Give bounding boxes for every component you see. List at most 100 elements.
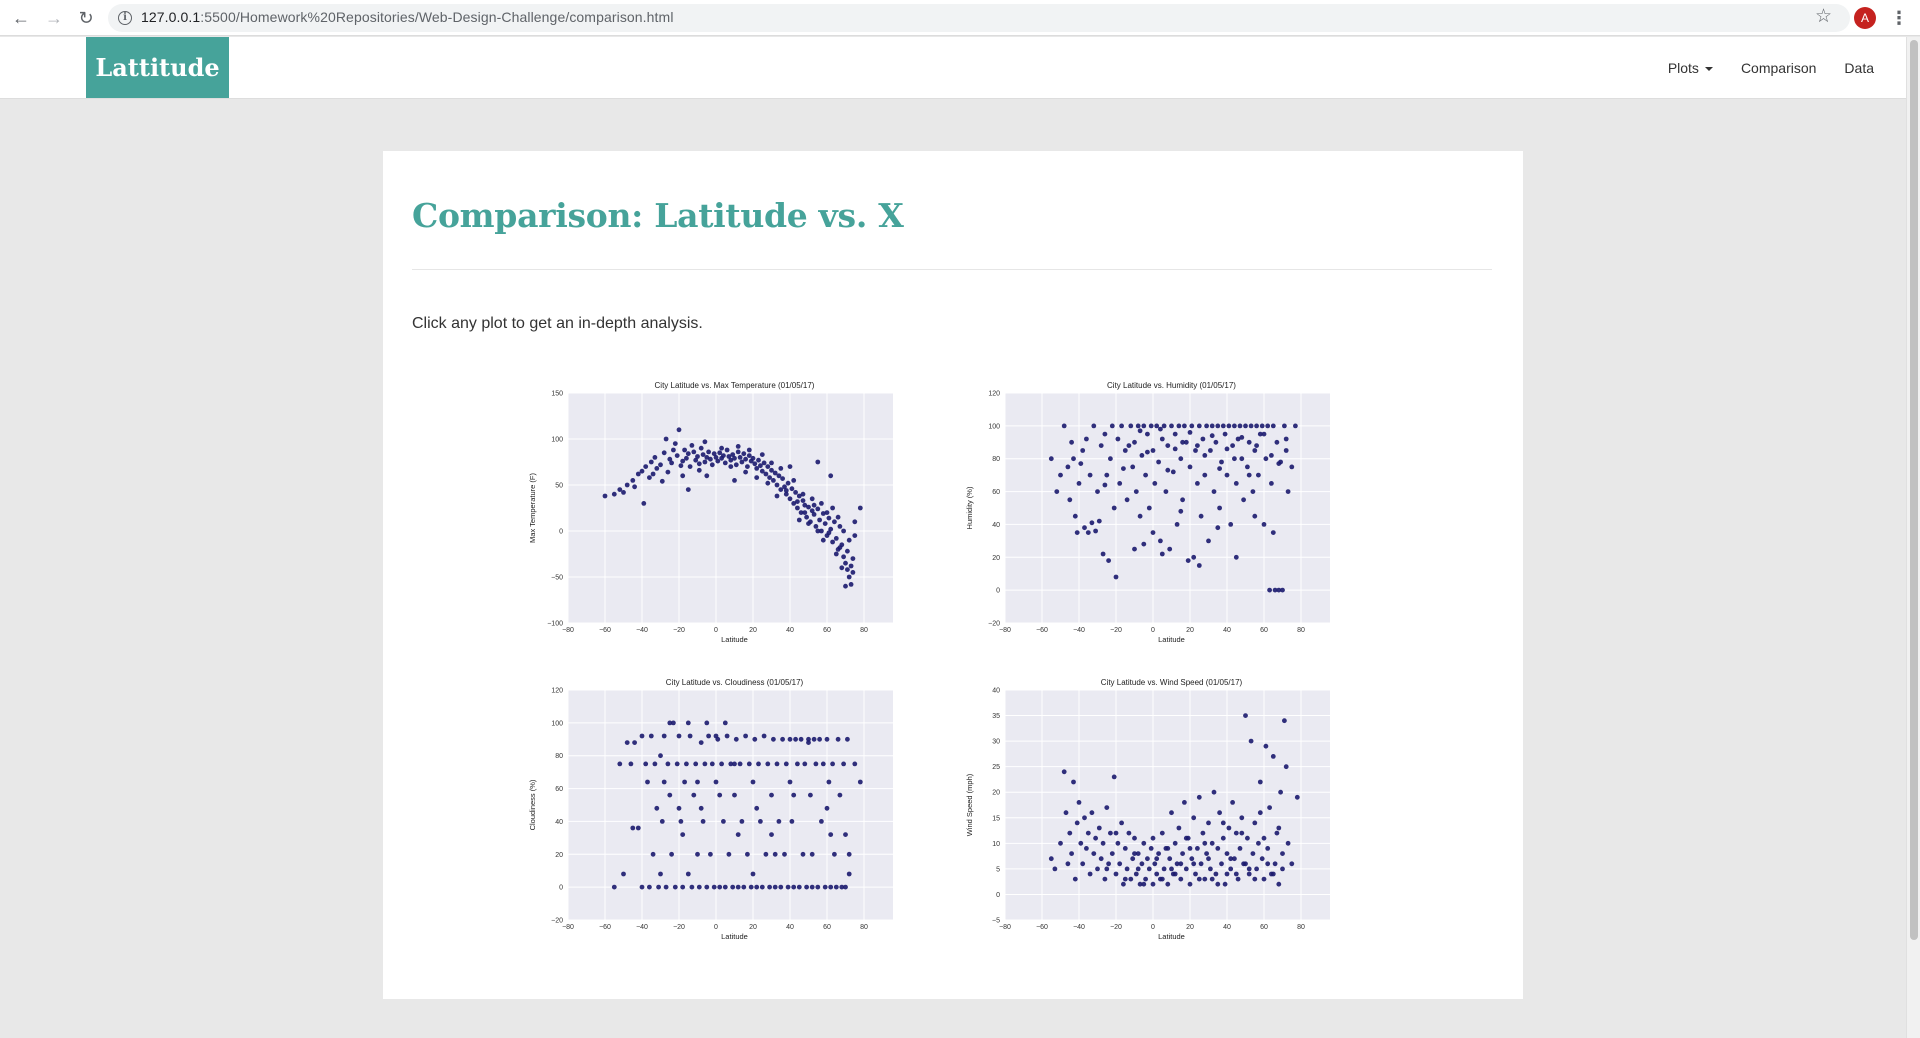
y-tick-label: −5 — [992, 918, 1000, 925]
data-point — [1137, 428, 1143, 434]
avatar[interactable]: A — [1854, 7, 1876, 29]
data-point — [848, 563, 854, 569]
data-point — [802, 510, 808, 515]
x-tick-label: −40 — [636, 627, 648, 634]
y-tick-label: 35 — [992, 713, 1000, 720]
nav-data[interactable]: Data — [1844, 59, 1874, 76]
data-point — [811, 736, 817, 742]
address-bar[interactable]: i 127.0.0.1:5500/Homework%20Repositories… — [108, 4, 1850, 32]
data-point — [1161, 866, 1167, 872]
data-point — [774, 761, 780, 767]
data-point — [820, 537, 826, 543]
data-point — [1226, 825, 1232, 831]
data-point — [1098, 856, 1104, 862]
data-point — [824, 736, 830, 742]
plot-wind-speed[interactable]: −80−60−40−20020406080100−505101520253035… — [960, 676, 1330, 966]
data-point — [802, 502, 808, 508]
data-point — [835, 736, 841, 742]
data-point — [1191, 815, 1197, 821]
y-tick-label: 40 — [555, 819, 563, 826]
kebab-menu-icon[interactable]: ⋮ — [1890, 8, 1908, 28]
data-point — [839, 565, 845, 571]
data-point — [759, 468, 765, 474]
data-point — [1065, 464, 1071, 470]
data-point — [830, 539, 835, 545]
x-tick-label: 0 — [714, 924, 718, 931]
scrollbar-thumb[interactable] — [1910, 40, 1918, 940]
forward-icon[interactable]: → — [45, 8, 63, 28]
data-point — [1185, 558, 1191, 563]
data-point — [1152, 481, 1158, 486]
data-point — [661, 733, 667, 739]
bookmark-star-icon[interactable]: ☆ — [1815, 6, 1833, 27]
data-point — [665, 761, 671, 767]
data-point — [1241, 497, 1246, 503]
data-point — [733, 736, 739, 742]
data-point — [800, 491, 806, 497]
data-point — [1278, 789, 1283, 795]
data-point — [652, 761, 658, 767]
data-point — [676, 733, 682, 739]
data-point — [820, 511, 826, 516]
data-point — [1233, 871, 1239, 877]
data-point — [782, 851, 787, 857]
data-point — [1189, 423, 1195, 429]
data-point — [845, 567, 850, 572]
data-point — [811, 502, 817, 508]
data-point — [806, 736, 811, 742]
data-point — [780, 476, 785, 481]
brand-logo[interactable]: Lattitude — [86, 37, 229, 98]
data-point — [841, 528, 846, 534]
data-point — [782, 484, 787, 490]
data-point — [843, 832, 848, 837]
plot-humidity[interactable]: −80−60−40−20020406080100−200204060801001… — [960, 379, 1330, 669]
data-point — [817, 736, 822, 742]
data-point — [1283, 436, 1289, 442]
data-point — [1085, 830, 1091, 836]
reload-icon[interactable]: ↻ — [78, 8, 94, 28]
data-point — [702, 459, 708, 465]
data-point — [728, 457, 734, 463]
nav-plots-dropdown[interactable]: Plots — [1668, 60, 1713, 76]
y-tick-label: 80 — [992, 456, 1000, 463]
data-point — [685, 720, 691, 726]
data-point — [1080, 861, 1086, 867]
data-point — [658, 462, 663, 468]
data-point — [1178, 876, 1184, 882]
data-point — [671, 720, 676, 726]
data-point — [1243, 423, 1248, 429]
data-point — [1150, 530, 1156, 535]
x-tick-label: 60 — [1260, 924, 1268, 931]
data-point — [1257, 810, 1263, 816]
plot-cloudiness[interactable]: −80−60−40−20020406080100−200204060801001… — [523, 676, 893, 966]
data-point — [1150, 835, 1156, 841]
chart-humidity: −80−60−40−20020406080100−200204060801001… — [965, 381, 1330, 644]
data-point — [774, 482, 780, 488]
x-tick-label: 80 — [860, 924, 868, 931]
url-text[interactable]: 127.0.0.1:5500/Homework%20Repositories/W… — [141, 9, 674, 25]
data-point — [1122, 846, 1128, 851]
info-icon[interactable]: i — [118, 11, 132, 25]
data-point — [846, 574, 852, 580]
data-point — [1091, 851, 1097, 856]
data-point — [1211, 489, 1217, 494]
nav-comparison[interactable]: Comparison — [1740, 59, 1817, 76]
data-point — [1143, 876, 1148, 882]
x-tick-label: −60 — [1036, 627, 1048, 634]
y-tick-label: 0 — [996, 892, 1000, 899]
data-point — [709, 462, 715, 468]
data-point — [787, 736, 793, 742]
data-point — [1082, 815, 1087, 821]
data-point — [1237, 423, 1243, 429]
data-point — [1100, 551, 1106, 557]
data-point — [763, 471, 769, 477]
plot-max-temperature[interactable]: −80−60−40−20020406080100−100−50050100150… — [523, 379, 893, 669]
data-point — [824, 805, 830, 811]
back-icon[interactable]: ← — [12, 8, 30, 28]
x-axis-label: Latitude — [1158, 932, 1185, 941]
y-tick-label: 100 — [551, 720, 563, 727]
data-point — [1111, 774, 1117, 780]
data-point — [783, 761, 789, 767]
x-tick-label: 20 — [1186, 627, 1194, 634]
page-scrollbar[interactable] — [1906, 37, 1920, 1038]
